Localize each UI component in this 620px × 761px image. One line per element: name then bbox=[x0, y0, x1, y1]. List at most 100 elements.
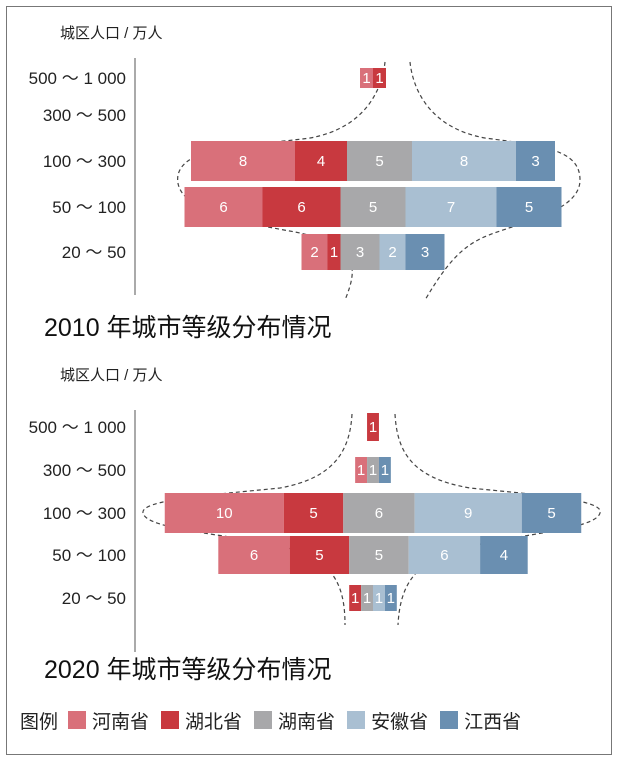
bar-label-0-2-3: 8 bbox=[460, 153, 468, 170]
bar-0-4-2 bbox=[340, 234, 380, 270]
bar-label-1-3-0: 6 bbox=[250, 547, 258, 564]
bar-label-0-3-3: 7 bbox=[447, 199, 455, 216]
legend-label-anhui: 安徽省 bbox=[371, 710, 429, 733]
bar-0-0-0 bbox=[360, 68, 373, 88]
bar-0-3-3 bbox=[405, 187, 497, 227]
outline-curve-0-1 bbox=[409, 61, 581, 301]
bar-1-3-4 bbox=[480, 536, 528, 574]
legend-label-hubei: 湖北省 bbox=[185, 710, 243, 733]
bar-label-1-1-0: 1 bbox=[357, 462, 365, 479]
bar-1-1-0 bbox=[355, 457, 368, 483]
bar-0-2-0 bbox=[191, 141, 295, 181]
bar-1-3-3 bbox=[408, 536, 481, 574]
bar-label-0-4-1: 1 bbox=[330, 244, 338, 261]
bar-1-2-3 bbox=[414, 493, 522, 533]
tick-label-1-3: 50 ～ 100 bbox=[52, 546, 126, 565]
tick-label-0-4: 20 ～ 50 bbox=[62, 243, 126, 262]
bar-label-1-4-4: 1 bbox=[387, 590, 395, 607]
bar-0-2-3 bbox=[412, 141, 516, 181]
legend-item-hubei: 湖北省 bbox=[161, 707, 242, 734]
bar-label-0-3-4: 5 bbox=[525, 199, 533, 216]
legend-title: 图例 bbox=[20, 710, 59, 733]
bar-0-4-1 bbox=[327, 234, 341, 270]
bar-0-4-4 bbox=[405, 234, 445, 270]
tick-label-0-0: 500 ～ 1 000 bbox=[29, 69, 126, 88]
bar-label-0-3-2: 5 bbox=[369, 199, 377, 216]
bar-label-0-4-4: 3 bbox=[421, 244, 429, 261]
legend-item-henan: 河南省 bbox=[68, 707, 149, 734]
legend-item-jiangxi: 江西省 bbox=[440, 707, 521, 734]
tick-label-0-1: 300 ～ 500 bbox=[43, 106, 126, 125]
bar-1-3-0 bbox=[218, 536, 290, 574]
bar-label-0-3-1: 6 bbox=[297, 199, 305, 216]
bar-label-0-4-2: 3 bbox=[356, 244, 364, 261]
bar-1-4-2 bbox=[361, 585, 373, 611]
legend: 图例 河南省 湖北省 湖南省 安徽省 江西省 bbox=[20, 705, 533, 735]
bar-1-2-0 bbox=[164, 493, 284, 533]
bar-label-0-0-1: 1 bbox=[375, 70, 383, 87]
legend-label-henan: 河南省 bbox=[92, 710, 150, 733]
bar-label-0-4-3: 2 bbox=[388, 244, 396, 261]
bar-0-3-4 bbox=[496, 187, 562, 227]
bar-1-1-4 bbox=[378, 457, 391, 483]
bar-1-4-4 bbox=[384, 585, 397, 611]
bar-0-3-0 bbox=[184, 187, 263, 227]
bar-label-0-4-0: 2 bbox=[310, 244, 318, 261]
bar-0-0-1 bbox=[373, 68, 386, 88]
bar-0-3-2 bbox=[340, 187, 406, 227]
bar-label-0-0-0: 1 bbox=[362, 70, 370, 87]
y-axis-title-0: 城区人口 / 万人 bbox=[60, 25, 163, 42]
bar-label-1-4-2: 1 bbox=[363, 590, 371, 607]
legend-swatch-henan bbox=[68, 711, 87, 729]
bar-label-1-3-1: 5 bbox=[315, 547, 323, 564]
tick-label-1-0: 500 ～ 1 000 bbox=[29, 418, 126, 437]
chart-title-0: 2010 年城市等级分布情况 bbox=[44, 314, 332, 342]
legend-label-jiangxi: 江西省 bbox=[464, 710, 522, 733]
bar-1-3-2 bbox=[349, 536, 409, 574]
bar-0-2-2 bbox=[347, 141, 412, 181]
bar-label-1-3-2: 5 bbox=[375, 547, 383, 564]
bar-label-1-2-1: 5 bbox=[309, 505, 317, 522]
bar-1-3-1 bbox=[289, 536, 350, 574]
y-axis-title-1: 城区人口 / 万人 bbox=[60, 367, 163, 384]
bar-label-1-2-3: 9 bbox=[464, 505, 472, 522]
legend-swatch-jiangxi bbox=[440, 711, 459, 729]
bar-label-1-1-2: 1 bbox=[369, 462, 377, 479]
figure-frame bbox=[6, 6, 612, 755]
bar-1-2-4 bbox=[521, 493, 582, 533]
legend-swatch-hunan bbox=[254, 711, 273, 729]
bar-0-3-1 bbox=[262, 187, 341, 227]
chart-title-1: 2020 年城市等级分布情况 bbox=[44, 656, 332, 684]
bar-label-1-3-3: 6 bbox=[440, 547, 448, 564]
bar-1-4-3 bbox=[373, 585, 385, 611]
bar-label-1-4-1: 1 bbox=[351, 590, 359, 607]
bar-0-4-3 bbox=[379, 234, 406, 270]
bar-label-0-2-2: 5 bbox=[375, 153, 383, 170]
legend-item-hunan: 湖南省 bbox=[254, 707, 335, 734]
bar-label-0-2-4: 3 bbox=[531, 153, 539, 170]
bar-label-1-0-1: 1 bbox=[369, 419, 377, 436]
tick-label-1-4: 20 ～ 50 bbox=[62, 589, 126, 608]
tick-label-0-3: 50 ～ 100 bbox=[52, 198, 126, 217]
bar-label-1-2-0: 10 bbox=[216, 505, 233, 522]
bar-1-4-1 bbox=[349, 585, 362, 611]
bar-1-2-1 bbox=[283, 493, 344, 533]
bar-0-4-0 bbox=[301, 234, 328, 270]
bar-label-1-3-4: 4 bbox=[500, 547, 508, 564]
bar-1-2-2 bbox=[343, 493, 415, 533]
bar-label-0-3-0: 6 bbox=[219, 199, 227, 216]
bar-label-1-2-2: 6 bbox=[375, 505, 383, 522]
bar-label-0-2-0: 8 bbox=[239, 153, 247, 170]
bar-label-1-4-3: 1 bbox=[375, 590, 383, 607]
bar-1-0-1 bbox=[367, 413, 379, 441]
legend-swatch-hubei bbox=[161, 711, 180, 729]
tick-label-1-1: 300 ～ 500 bbox=[43, 461, 126, 480]
legend-item-anhui: 安徽省 bbox=[347, 707, 428, 734]
outline-curve-1-0 bbox=[142, 413, 353, 626]
bar-label-1-2-4: 5 bbox=[547, 505, 555, 522]
bar-0-2-1 bbox=[295, 141, 347, 181]
tick-label-0-2: 100 ～ 300 bbox=[43, 152, 126, 171]
tick-label-1-2: 100 ～ 300 bbox=[43, 504, 126, 523]
bar-label-1-1-4: 1 bbox=[381, 462, 389, 479]
